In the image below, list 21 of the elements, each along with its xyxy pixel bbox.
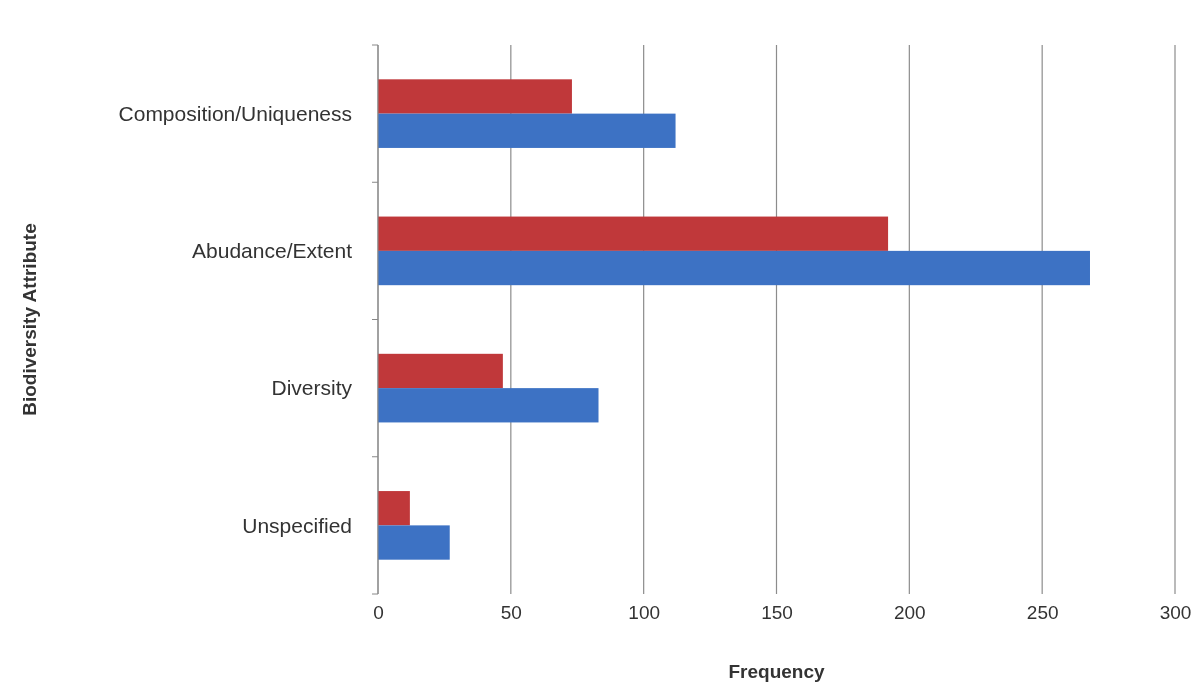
y-tick-label: Abudance/Extent xyxy=(192,239,353,263)
x-tick-label: 50 xyxy=(500,602,522,624)
bar xyxy=(378,525,450,560)
x-tick-label: 0 xyxy=(373,602,384,624)
bar xyxy=(378,491,410,526)
x-tick-label: 250 xyxy=(1026,602,1059,624)
x-tick-label: 300 xyxy=(1159,602,1192,624)
y-tick-label: Diversity xyxy=(271,376,353,400)
bar xyxy=(378,216,889,251)
y-tick-label: Unspecified xyxy=(242,513,352,537)
y-tick-label: Composition/Uniqueness xyxy=(118,101,352,125)
bar xyxy=(378,353,503,389)
bar xyxy=(378,79,572,114)
x-tick-label: 100 xyxy=(628,602,661,624)
bar xyxy=(378,113,676,148)
x-axis-title: Frequency xyxy=(728,661,825,682)
bar xyxy=(378,250,1090,286)
y-axis-title: Biodiversity Attribute xyxy=(19,223,40,416)
bar xyxy=(378,388,599,423)
x-tick-label: 200 xyxy=(893,602,926,624)
x-tick-label: 150 xyxy=(761,602,793,624)
